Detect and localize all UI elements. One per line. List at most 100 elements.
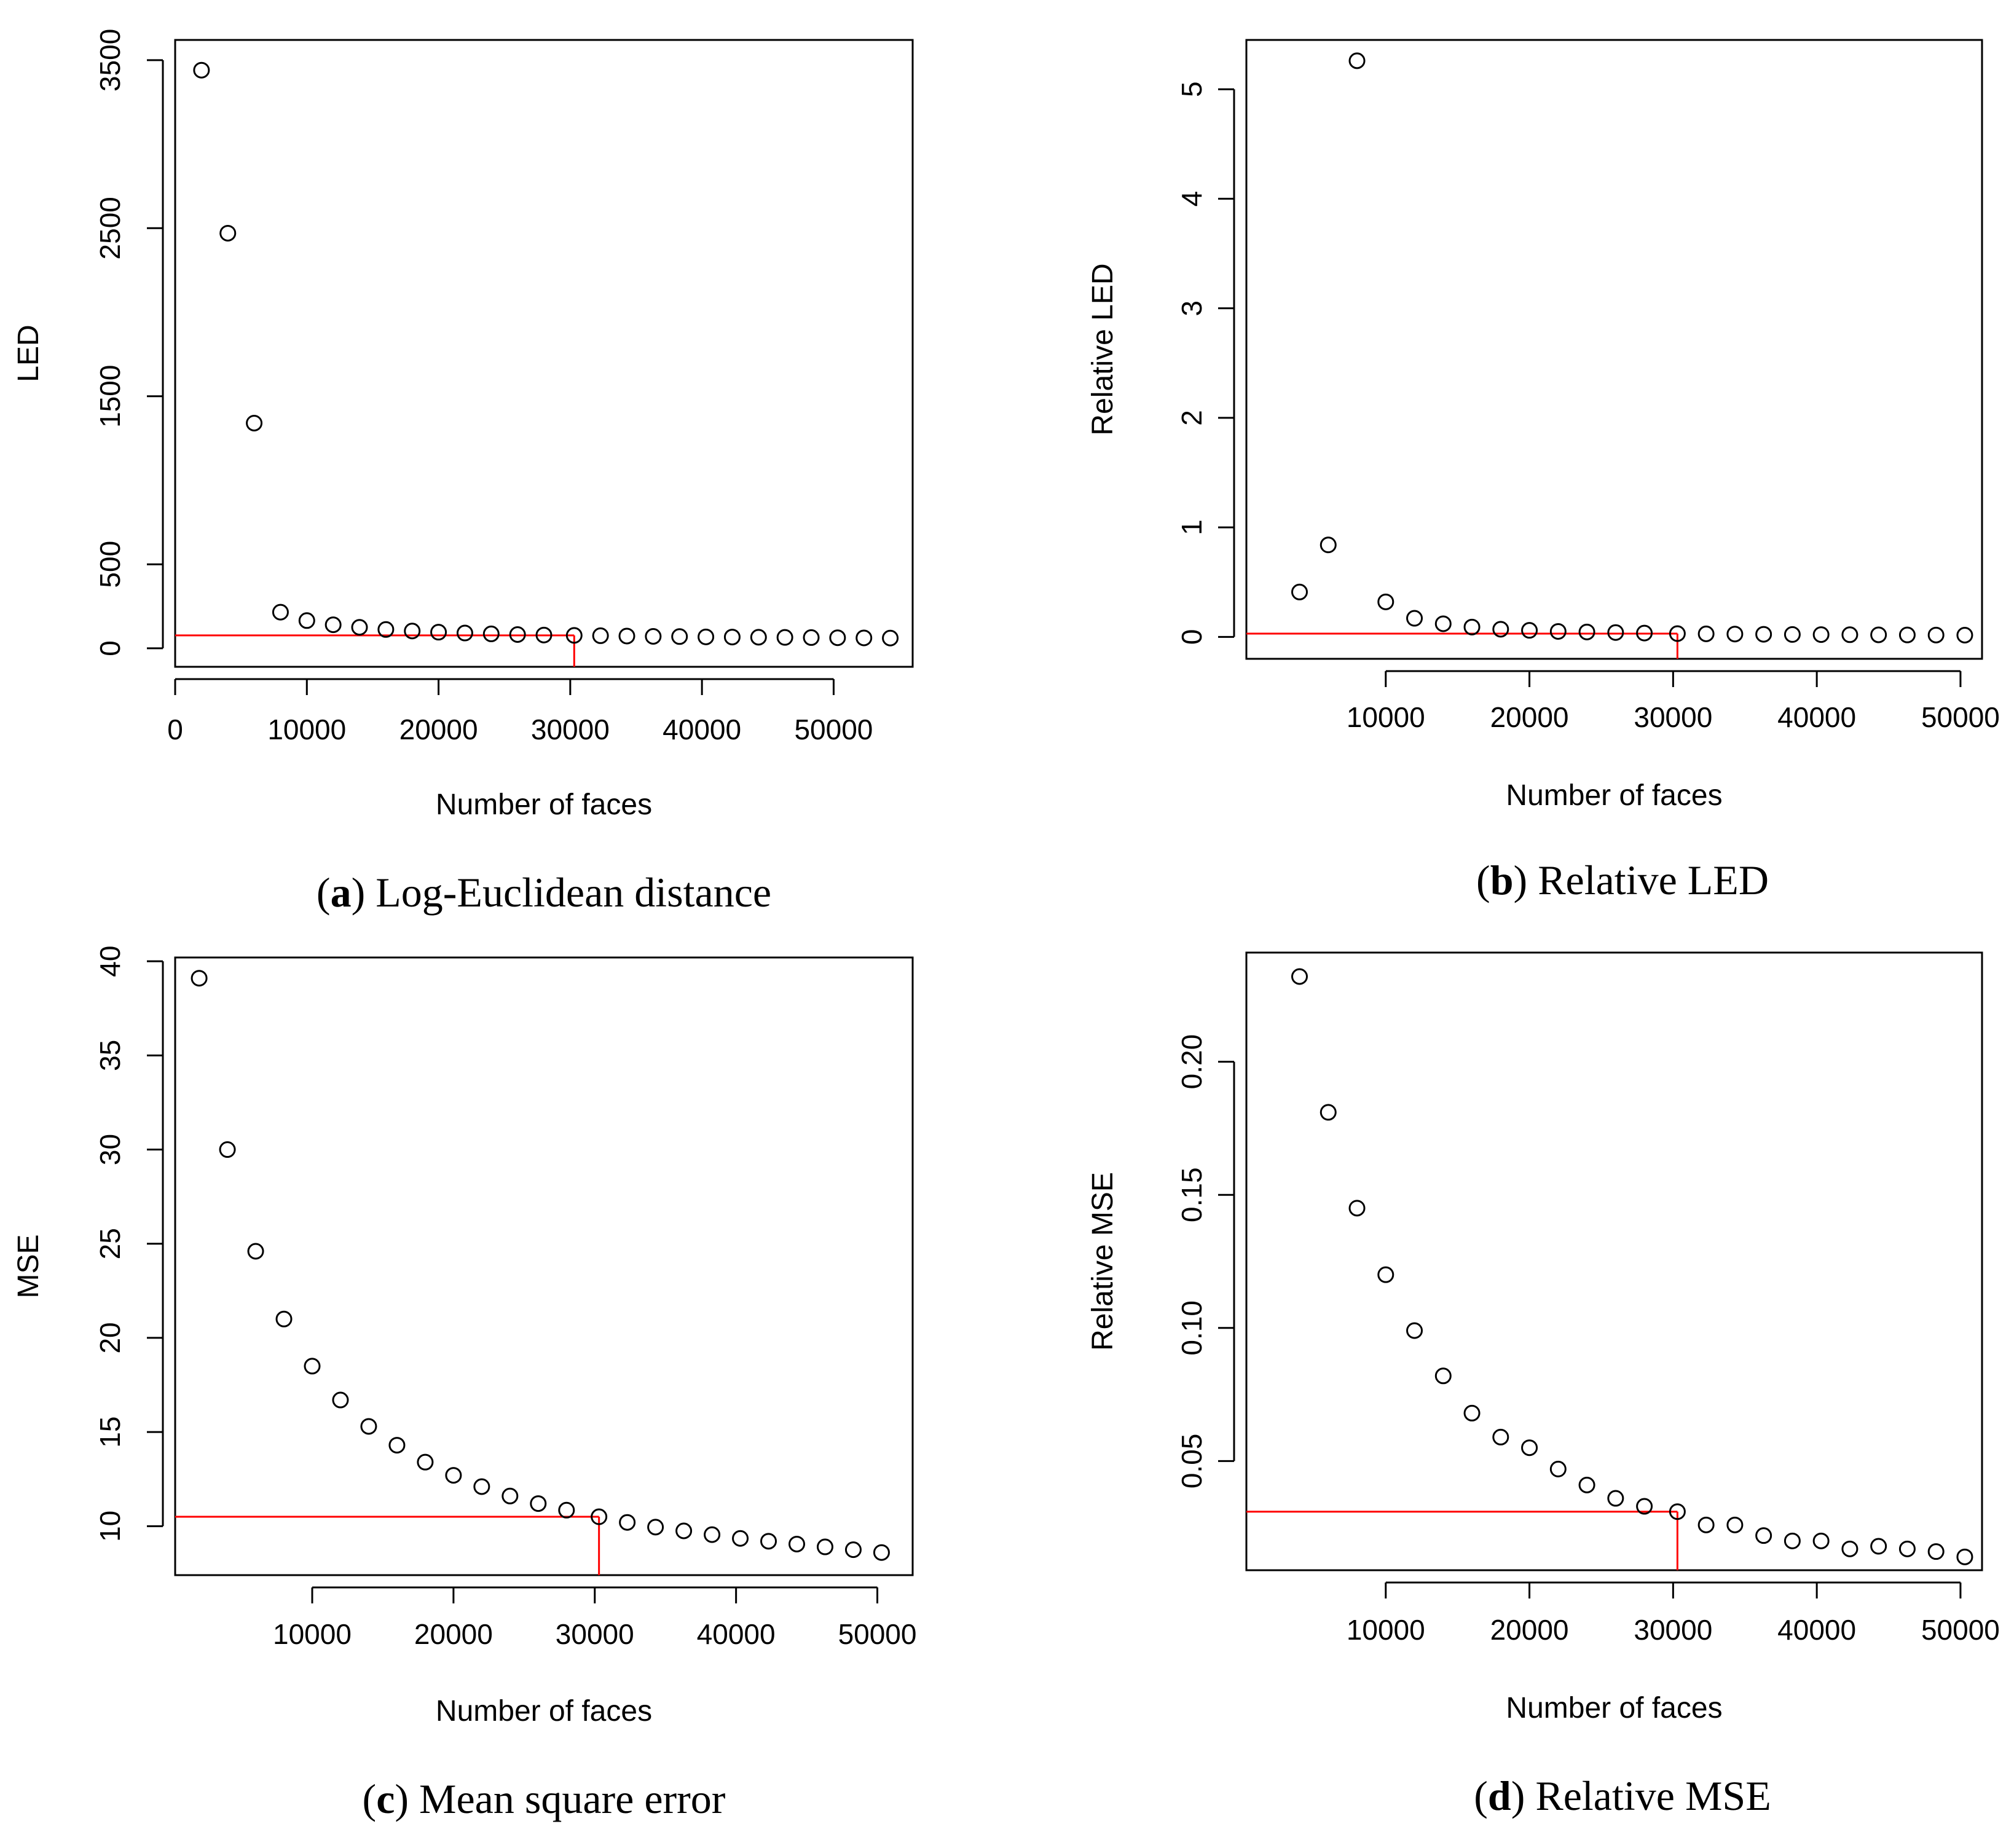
- data-point: [1726, 1516, 1744, 1533]
- data-points: [191, 970, 890, 1561]
- y-tick-label: 20: [94, 1322, 126, 1353]
- data-point: [1784, 626, 1801, 643]
- caption-text: Log-Euclidean distance: [376, 869, 771, 916]
- y-tick-label: 0.15: [1176, 1167, 1208, 1222]
- plot-frame: [1245, 39, 1983, 660]
- data-point: [298, 612, 315, 629]
- data-point: [417, 1453, 434, 1471]
- data-point: [788, 1535, 805, 1552]
- data-point: [1812, 626, 1830, 643]
- x-axis-title: Number of faces: [436, 1695, 652, 1728]
- data-point: [1463, 1404, 1481, 1421]
- caption-text: Relative LED: [1538, 857, 1769, 903]
- data-point: [191, 970, 208, 987]
- threshold-lines: [175, 1516, 600, 1575]
- panel-caption: (a) Log-Euclidean distance: [317, 869, 771, 916]
- data-point: [219, 224, 237, 242]
- y-tick-label: 2500: [94, 197, 126, 259]
- data-point: [619, 1514, 636, 1531]
- data-point: [351, 619, 368, 636]
- y-tick-label: 10: [94, 1511, 126, 1542]
- y-tick-label: 1500: [94, 365, 126, 428]
- data-point: [1406, 1322, 1423, 1339]
- data-point: [647, 1519, 664, 1536]
- data-point: [535, 626, 553, 643]
- x-tick-label: 30000: [1634, 1614, 1712, 1646]
- x-tick-label: 50000: [838, 1618, 917, 1650]
- x-tick-label: 10000: [1347, 701, 1425, 733]
- data-point: [1291, 968, 1308, 985]
- data-point: [1898, 626, 1916, 643]
- data-point: [1784, 1532, 1801, 1549]
- data-point: [430, 624, 447, 641]
- x-tick-label: 50000: [1921, 701, 2000, 733]
- y-tick-label: 0.05: [1176, 1434, 1208, 1489]
- data-point: [671, 628, 688, 645]
- data-point: [456, 624, 473, 642]
- data-point: [816, 1538, 833, 1555]
- caption-paren-open: (: [1474, 1772, 1488, 1819]
- y-tick-label: 0.10: [1176, 1300, 1208, 1356]
- plot-frame: [174, 956, 914, 1576]
- data-point: [1755, 1527, 1772, 1544]
- data-points: [193, 61, 899, 647]
- data-point: [592, 627, 609, 644]
- data-point: [1956, 1548, 1973, 1565]
- data-point: [1549, 623, 1567, 640]
- x-tick-label: 40000: [697, 1618, 776, 1650]
- x-tick-label: 40000: [663, 714, 741, 745]
- x-axis-title: Number of faces: [436, 788, 652, 821]
- data-point: [675, 1522, 693, 1539]
- data-point: [1898, 1540, 1916, 1557]
- x-tick-label: 20000: [399, 714, 478, 745]
- threshold-lines: [175, 634, 575, 667]
- y-tick-label: 0: [1176, 629, 1208, 645]
- data-point: [1812, 1532, 1830, 1549]
- data-point: [1870, 1538, 1887, 1555]
- caption-letter: b: [1490, 857, 1514, 903]
- data-point: [698, 628, 715, 645]
- x-tick-label: 50000: [794, 714, 873, 745]
- data-point: [1320, 537, 1337, 554]
- panel-d: 10000 20000 30000 40000 50000 0.05 0.10 0.15 0.2…: [1087, 951, 2000, 1819]
- data-point: [1348, 1200, 1366, 1217]
- caption-paren-close: ): [1514, 857, 1538, 903]
- x-axis-title: Number of faces: [1506, 1692, 1722, 1724]
- data-point: [844, 1541, 862, 1559]
- data-point: [1521, 1439, 1538, 1457]
- y-axis: 0 500 1500 2500 3500: [94, 29, 164, 656]
- data-point: [404, 623, 421, 640]
- data-point: [219, 1141, 236, 1158]
- caption-paren-open: (: [1476, 857, 1490, 903]
- caption-letter: a: [331, 869, 352, 916]
- x-tick-label: 20000: [1490, 1614, 1569, 1646]
- x-tick-label: 20000: [1490, 701, 1569, 733]
- data-point: [645, 628, 662, 645]
- data-point: [1434, 615, 1452, 632]
- y-axis-title: MSE: [12, 1234, 45, 1298]
- data-point: [502, 1487, 519, 1504]
- data-point: [1927, 626, 1945, 643]
- data-point: [856, 629, 873, 647]
- y-tick-label: 3500: [94, 29, 126, 92]
- caption-text: Relative MSE: [1535, 1772, 1771, 1819]
- x-tick-label: 50000: [1921, 1614, 2000, 1646]
- data-point: [873, 1544, 890, 1561]
- data-point: [445, 1467, 462, 1484]
- data-point: [1636, 1498, 1653, 1515]
- data-point: [882, 629, 899, 647]
- data-point: [1377, 1266, 1394, 1283]
- y-tick-label: 40: [94, 946, 126, 977]
- data-point: [530, 1495, 547, 1512]
- data-point: [723, 629, 741, 646]
- data-point: [829, 629, 846, 647]
- threshold-lines: [1246, 1511, 1678, 1570]
- data-point: [1549, 1460, 1567, 1477]
- x-tick-label: 10000: [1347, 1614, 1425, 1646]
- data-point: [1755, 626, 1772, 643]
- data-point: [760, 1533, 777, 1550]
- data-point: [1841, 1540, 1858, 1557]
- data-point: [1434, 1367, 1452, 1385]
- data-point: [1492, 1428, 1509, 1445]
- data-point: [193, 61, 210, 79]
